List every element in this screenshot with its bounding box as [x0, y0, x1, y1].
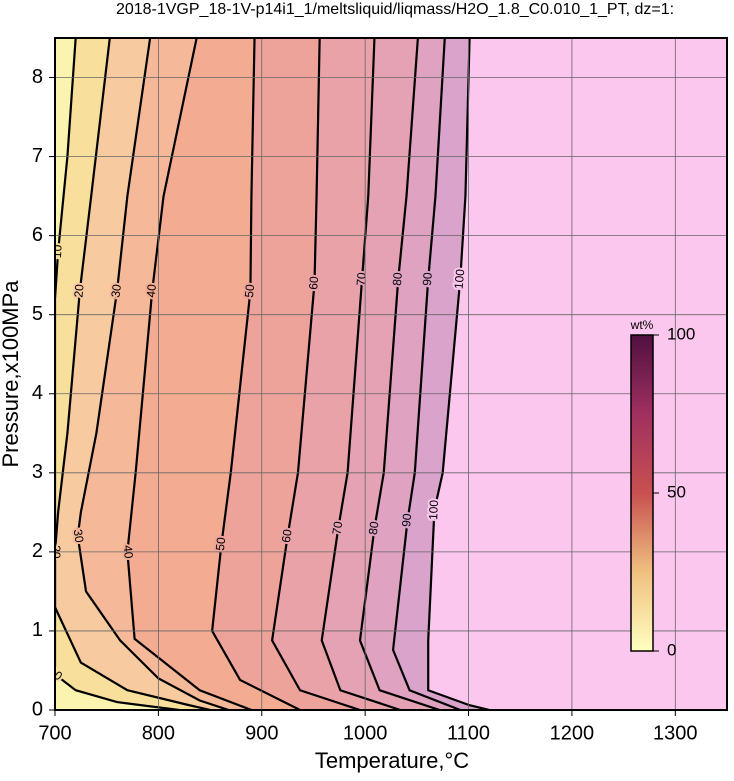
contour-label: 30: [108, 283, 124, 299]
contour-line: [391, 38, 461, 710]
colorbar: [630, 334, 654, 652]
contour-label: 60: [279, 528, 295, 544]
y-tick-label: 8: [32, 66, 43, 88]
contour-label: 10: [50, 244, 65, 259]
x-tick-label: 800: [142, 722, 175, 744]
contour-label: 50: [242, 283, 257, 298]
contour-line: [76, 38, 230, 710]
y-tick-label: 2: [32, 540, 43, 562]
y-axis-label: Pressure,x100MPa: [0, 280, 23, 468]
x-tick-label: 700: [38, 722, 71, 744]
plot-area: 1010202030304040505060607070808090901001…: [50, 38, 727, 710]
y-tick-label: 1: [32, 619, 43, 641]
contour-band: [428, 38, 727, 710]
contour-label: 50: [213, 536, 228, 551]
contour-label: 70: [330, 520, 346, 536]
y-tick-label: 6: [32, 224, 43, 246]
colorbar-label: wt%: [630, 318, 654, 332]
plot-frame: [54, 37, 728, 711]
contour-label: 70: [354, 272, 369, 287]
contour-line: [55, 38, 211, 710]
contour-label: 30: [71, 528, 87, 544]
colorbar-tick-label: 50: [667, 482, 686, 501]
x-axis-label: Temperature,°C: [315, 748, 469, 773]
contour-line: [55, 38, 180, 710]
contour-label: 90: [399, 512, 414, 527]
contour-line: [427, 38, 490, 710]
y-tick-label: 0: [32, 698, 43, 720]
contour-line: [270, 38, 361, 710]
contour-line: [358, 38, 440, 710]
x-tick-label: 1100: [447, 722, 490, 744]
colorbar-tick-label: 100: [667, 324, 695, 343]
contour-label: 100: [426, 499, 441, 520]
x-tick-label: 900: [245, 722, 278, 744]
y-tick-label: 5: [32, 303, 43, 325]
contour-line: [211, 38, 301, 710]
contour-label: 100: [452, 268, 468, 290]
contour-label: 20: [71, 283, 86, 298]
x-tick-label: 1000: [343, 722, 388, 744]
colorbar-tick-label: 0: [667, 640, 676, 659]
x-tick-label: 1300: [653, 722, 698, 744]
contour-line: [320, 38, 401, 710]
y-tick-label: 7: [32, 145, 43, 167]
x-tick-label: 1200: [550, 722, 595, 744]
contour-label: 90: [420, 272, 435, 287]
contour-line: [126, 38, 252, 710]
chart-title: 2018-1VGP_18-1V-p14i1_1/meltsliquid/liqm…: [116, 1, 674, 18]
y-tick-label: 3: [32, 461, 43, 483]
y-tick-label: 4: [32, 382, 43, 404]
contour-label: 80: [390, 272, 405, 287]
contour-label: 80: [366, 520, 382, 535]
contour-label: 60: [306, 275, 321, 290]
contour-label: 40: [144, 283, 159, 298]
